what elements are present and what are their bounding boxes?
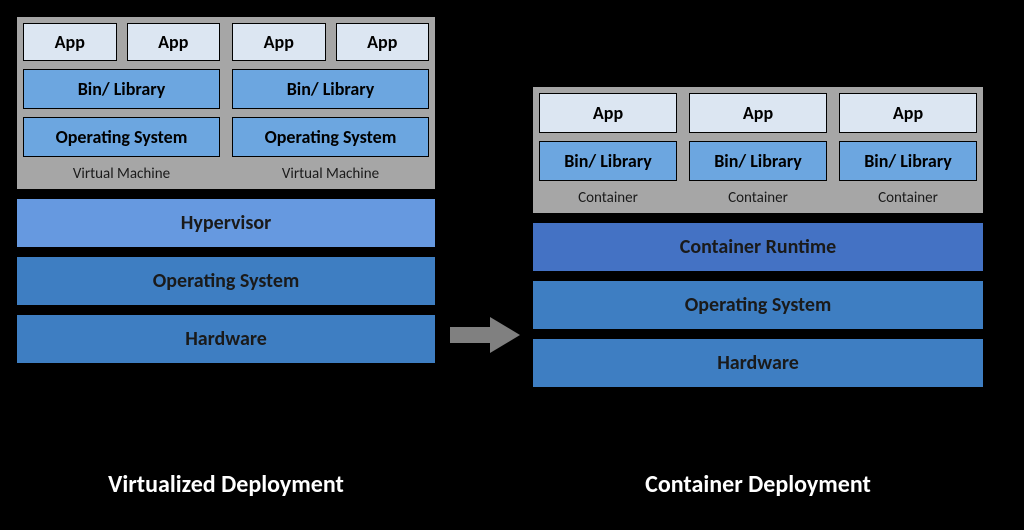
ct2-label: Container <box>689 187 827 211</box>
virtualized-caption: Virtualized Deployment <box>16 470 436 499</box>
hypervisor-layer: Hypervisor <box>16 198 436 248</box>
container-group: App Bin/ Library Container App Bin/ Libr… <box>532 86 984 214</box>
vm2-app2: App <box>336 23 430 61</box>
vm2-os: Operating System <box>232 117 429 157</box>
ct1-app: App <box>539 93 677 133</box>
ct3-app: App <box>839 93 977 133</box>
arrow-icon <box>450 315 520 355</box>
ct3-bin: Bin/ Library <box>839 141 977 181</box>
ct3-label: Container <box>839 187 977 211</box>
vm1-app2: App <box>127 23 221 61</box>
vm-group: App App Bin/ Library Operating System Vi… <box>16 16 436 190</box>
container-column-1: App Bin/ Library Container <box>533 87 683 213</box>
virtualized-stack: App App Bin/ Library Operating System Vi… <box>16 16 436 364</box>
vm1-app1: App <box>23 23 117 61</box>
container-runtime-layer: Container Runtime <box>532 222 984 272</box>
vm2-app1: App <box>232 23 326 61</box>
vm2-label: Virtual Machine <box>232 163 429 187</box>
container-stack: App Bin/ Library Container App Bin/ Libr… <box>532 86 984 388</box>
container-column-3: App Bin/ Library Container <box>833 87 983 213</box>
virtualized-hardware-layer: Hardware <box>16 314 436 364</box>
vm1-os: Operating System <box>23 117 220 157</box>
ct1-bin: Bin/ Library <box>539 141 677 181</box>
vm1-bin: Bin/ Library <box>23 69 220 109</box>
container-column-2: App Bin/ Library Container <box>683 87 833 213</box>
ct1-label: Container <box>539 187 677 211</box>
vm2-apps-row: App App <box>232 23 429 61</box>
vm2-bin: Bin/ Library <box>232 69 429 109</box>
container-os-layer: Operating System <box>532 280 984 330</box>
container-caption: Container Deployment <box>532 470 984 499</box>
vm1-label: Virtual Machine <box>23 163 220 187</box>
vm-column-1: App App Bin/ Library Operating System Vi… <box>17 17 226 189</box>
ct2-bin: Bin/ Library <box>689 141 827 181</box>
container-hardware-layer: Hardware <box>532 338 984 388</box>
ct2-app: App <box>689 93 827 133</box>
vm1-apps-row: App App <box>23 23 220 61</box>
vm-column-2: App App Bin/ Library Operating System Vi… <box>226 17 435 189</box>
virtualized-os-layer: Operating System <box>16 256 436 306</box>
